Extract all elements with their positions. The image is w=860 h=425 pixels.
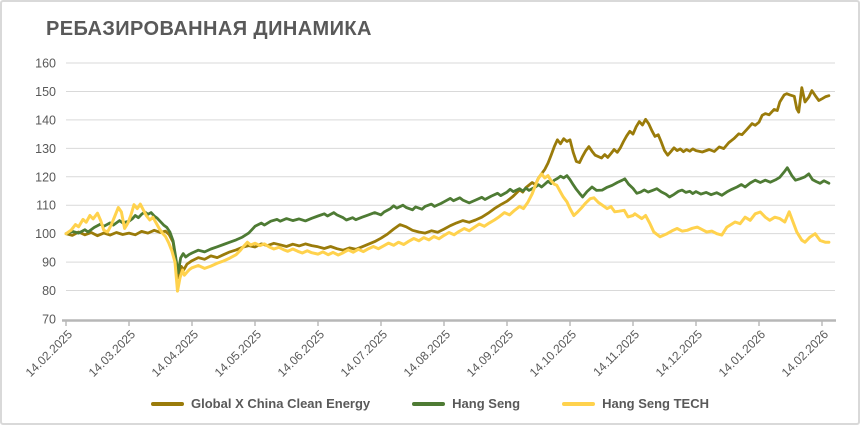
x-axis-label: 14.06.2025: [275, 327, 328, 380]
y-axis-label: 80: [42, 284, 56, 298]
chart-title: РЕБАЗИРОВАННАЯ ДИНАМИКА: [46, 18, 372, 40]
x-axis-label: 14.10.2025: [527, 327, 580, 380]
x-axis-label: 14.08.2025: [401, 327, 454, 380]
x-axis-label: 14.01.2026: [716, 327, 769, 380]
y-axis-label: 130: [35, 142, 56, 156]
y-axis-label: 160: [35, 57, 56, 71]
x-axis-label: 14.02.2026: [779, 327, 832, 380]
x-axis-label: 14.04.2025: [149, 327, 202, 380]
y-axis-label: 90: [42, 256, 56, 270]
x-axis-label: 14.11.2025: [590, 327, 642, 379]
legend-line-swatch-yellow: [562, 401, 596, 406]
x-axis-label: 14.03.2025: [86, 327, 139, 380]
y-axis-label: 110: [36, 199, 56, 213]
series-line-global-x-china-clean-energy: [64, 86, 831, 280]
x-axis-label: 14.09.2025: [464, 327, 517, 380]
y-axis-label: 70: [42, 313, 56, 327]
legend-line-swatch-gold: [151, 401, 185, 406]
legend-item-hang-seng[interactable]: Hang Seng: [412, 396, 520, 411]
legend-label: Hang Seng: [452, 396, 521, 411]
x-axis-label: 14.02.2025: [23, 327, 76, 380]
x-axis-label: 14.05.2025: [212, 327, 265, 380]
series-line-hang-seng: [64, 166, 831, 275]
x-axis-label: 14.12.2025: [653, 327, 706, 380]
x-axis-label: 14.07.2025: [338, 327, 391, 380]
legend-line-swatch-green: [412, 401, 446, 406]
y-axis-label: 100: [35, 227, 56, 241]
y-axis-label: 150: [35, 85, 56, 99]
chart-legend: Global X China Clean Energy Hang Seng Ha…: [2, 396, 858, 411]
legend-label: Hang Seng TECH: [602, 396, 709, 411]
legend-item-hang-seng-tech[interactable]: Hang Seng TECH: [562, 396, 709, 411]
legend-item-global-x-china-clean-energy[interactable]: Global X China Clean Energy: [151, 396, 370, 411]
y-axis-label: 140: [35, 113, 56, 127]
y-axis-label: 120: [35, 170, 56, 184]
legend-label: Global X China Clean Energy: [191, 396, 371, 411]
series-line-hang-seng-tech: [64, 172, 831, 293]
